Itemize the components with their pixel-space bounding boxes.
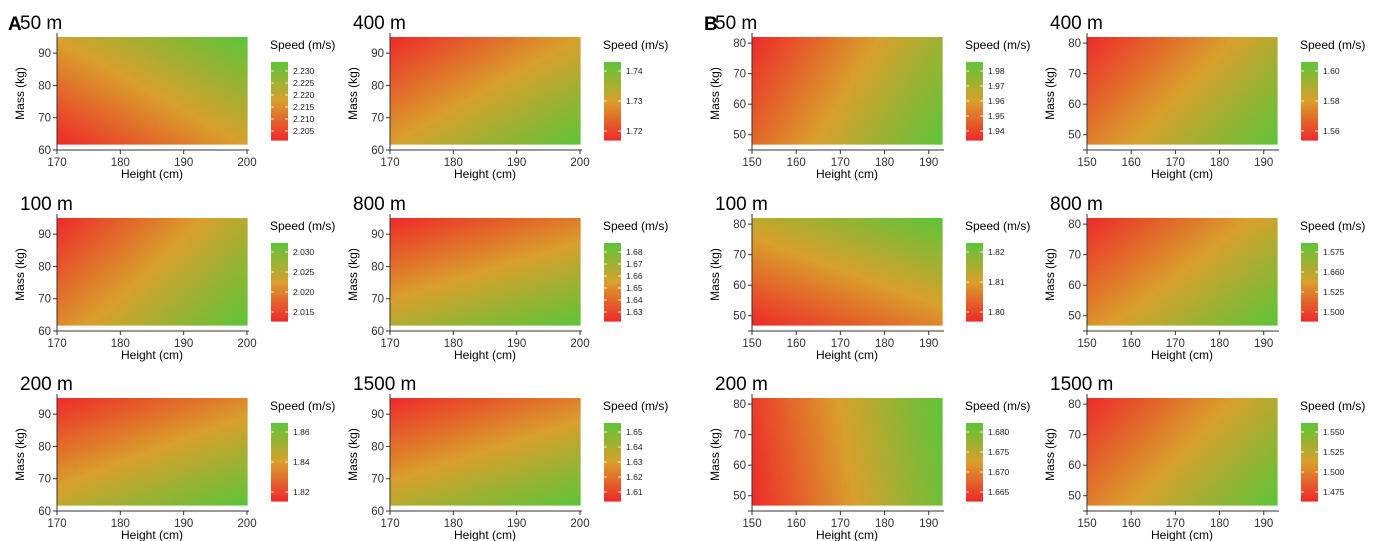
heatmap-cells [57, 37, 248, 145]
chart-title: 50 m [20, 13, 62, 34]
